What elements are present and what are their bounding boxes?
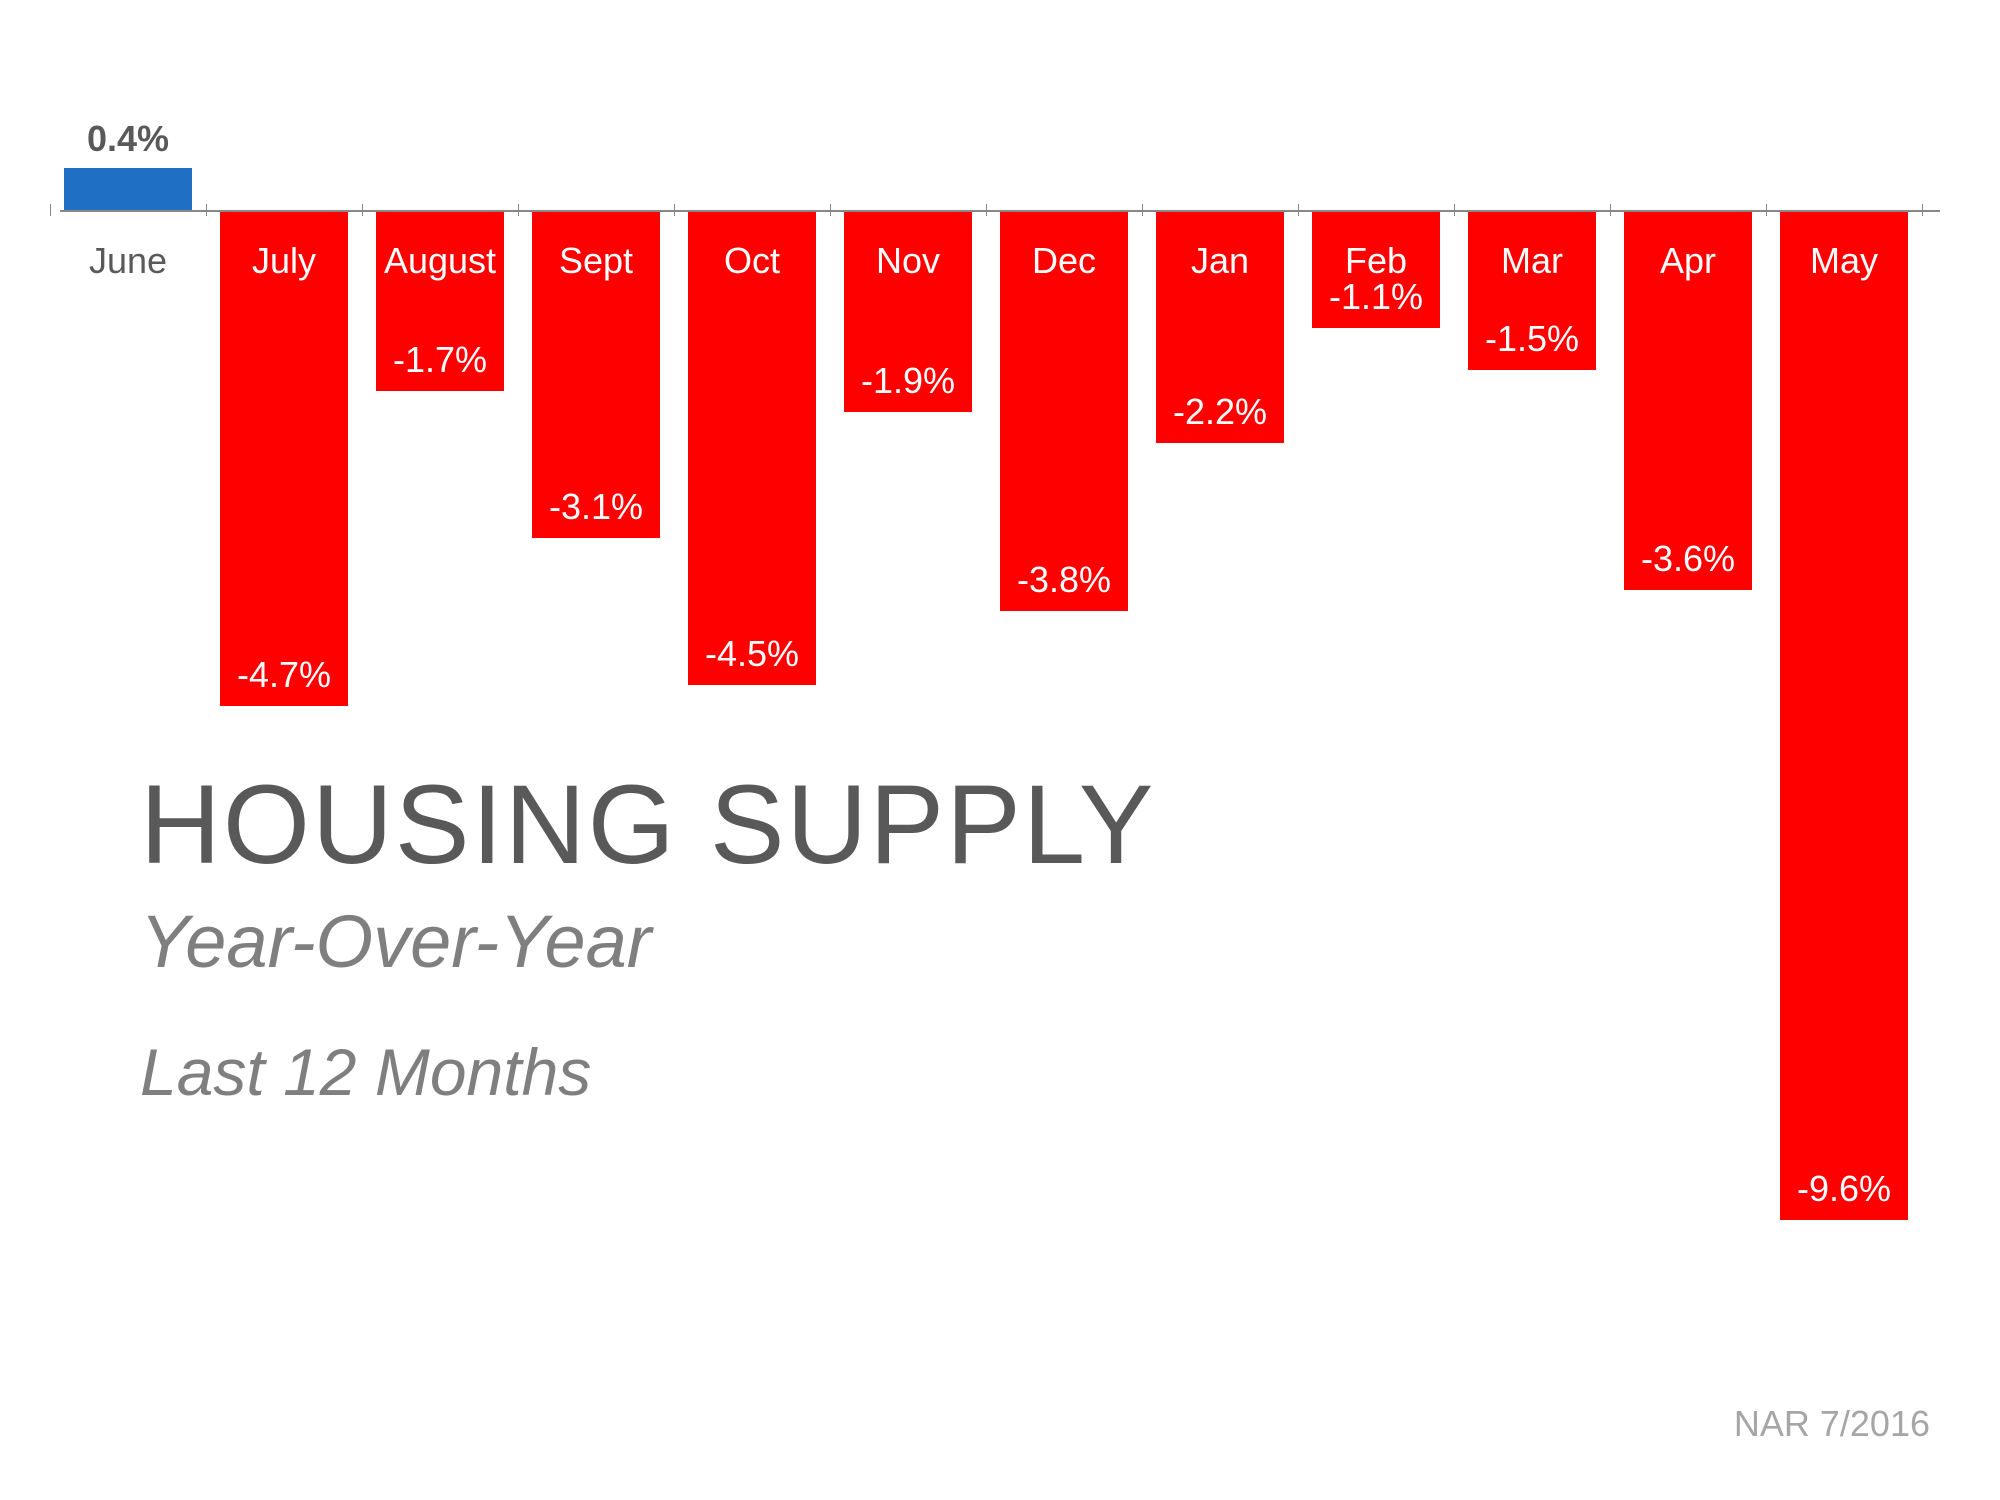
bar-value-label: -2.2%	[1140, 391, 1300, 433]
axis-tick	[206, 204, 207, 216]
title-block: HOUSING SUPPLY Year-Over-Year Last 12 Mo…	[140, 760, 1156, 1110]
month-label: August	[360, 240, 520, 282]
axis-tick	[50, 204, 51, 216]
bar-value-label: -1.9%	[828, 360, 988, 402]
axis-tick	[1142, 204, 1143, 216]
bar	[688, 212, 816, 685]
month-label: July	[204, 240, 364, 282]
bar-value-label: -3.6%	[1608, 538, 1768, 580]
axis-tick	[986, 204, 987, 216]
axis-tick	[674, 204, 675, 216]
month-label: Mar	[1452, 240, 1612, 282]
month-label: June	[48, 240, 208, 282]
month-label: Jan	[1140, 240, 1300, 282]
axis-tick	[1766, 204, 1767, 216]
source-attribution: NAR 7/2016	[1734, 1403, 1930, 1445]
bar-value-label: -3.8%	[984, 559, 1144, 601]
axis-tick	[362, 204, 363, 216]
axis-tick	[1922, 204, 1923, 216]
axis-tick	[1610, 204, 1611, 216]
axis-tick	[830, 204, 831, 216]
chart-subtitle-1: Year-Over-Year	[140, 899, 1156, 984]
chart-subtitle-2: Last 12 Months	[140, 1034, 1156, 1110]
axis-tick	[1454, 204, 1455, 216]
bar-value-label: 0.4%	[48, 118, 208, 160]
bar-value-label: -9.6%	[1764, 1168, 1924, 1210]
bar-value-label: -3.1%	[516, 486, 676, 528]
bar-value-label: -1.7%	[360, 339, 520, 381]
month-label: Dec	[984, 240, 1144, 282]
bar-value-label: -4.5%	[672, 633, 832, 675]
chart-title: HOUSING SUPPLY	[140, 760, 1156, 889]
bar	[64, 168, 192, 210]
bar-value-label: -4.7%	[204, 654, 364, 696]
month-label: Nov	[828, 240, 988, 282]
bar	[1780, 212, 1908, 1220]
bar	[220, 212, 348, 706]
axis-tick	[1298, 204, 1299, 216]
month-label: Feb	[1296, 240, 1456, 282]
month-label: Oct	[672, 240, 832, 282]
month-label: May	[1764, 240, 1924, 282]
bar-value-label: -1.5%	[1452, 318, 1612, 360]
axis-tick	[518, 204, 519, 216]
month-label: Sept	[516, 240, 676, 282]
month-label: Apr	[1608, 240, 1768, 282]
